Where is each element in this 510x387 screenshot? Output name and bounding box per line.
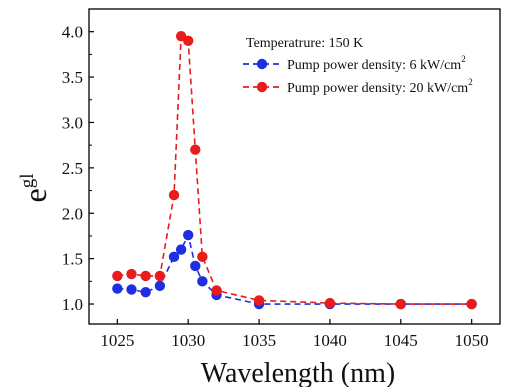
series-0 xyxy=(112,229,477,310)
legend-label-6kw-main: Pump power density: 6 kW/cm xyxy=(287,58,461,73)
legend-entry-20kw: Pump power density: 20 kW/cm2 xyxy=(243,77,473,96)
legend-label-20kw-sup: 2 xyxy=(468,77,473,87)
axis-ticks: 1025 1030 1035 1040 1045 1050 1.0 1.5 2.0 2.5 3.0 3… xyxy=(62,23,489,350)
data-point-1 xyxy=(253,295,265,306)
legend-entry-6kw: Pump power density: 6 kW/cm2 xyxy=(243,54,466,73)
data-point-1 xyxy=(183,35,194,46)
x-tick-label: 1045 xyxy=(384,331,418,350)
data-point-1 xyxy=(211,285,222,296)
temperature-annotation: Temperatrure: 150 K xyxy=(246,36,363,51)
x-axis-title: Wavelength (nm) xyxy=(201,358,395,387)
plot-marks xyxy=(112,31,477,310)
x-tick-label: 1050 xyxy=(455,331,489,350)
data-point-1 xyxy=(466,298,477,310)
data-point-1 xyxy=(140,270,151,282)
data-point-1 xyxy=(154,270,166,282)
series-line-0 xyxy=(117,232,472,305)
legend: Pump power density: 6 kW/cm2 Pump power … xyxy=(243,54,473,96)
y-axis-title: egl xyxy=(17,174,53,203)
series-line-1 xyxy=(117,34,472,305)
data-point-0 xyxy=(154,280,166,292)
legend-marker-6kw xyxy=(256,58,268,70)
y-tick-label: 2.5 xyxy=(62,159,83,178)
data-point-0 xyxy=(183,229,194,241)
data-point-0 xyxy=(190,260,201,272)
data-point-0 xyxy=(168,251,180,263)
data-point-0 xyxy=(175,244,187,255)
legend-label-6kw-sup: 2 xyxy=(461,54,466,64)
data-point-1 xyxy=(197,251,208,263)
legend-marker-20kw xyxy=(256,81,268,93)
data-point-1 xyxy=(112,270,123,282)
data-point-1 xyxy=(324,297,336,309)
x-tick-label: 1025 xyxy=(100,331,134,350)
x-tick-label: 1035 xyxy=(242,331,276,350)
legend-label-6kw: Pump power density: 6 kW/cm2 xyxy=(287,54,466,73)
series-1 xyxy=(112,31,477,310)
data-point-0 xyxy=(197,276,208,287)
data-point-1 xyxy=(190,144,201,155)
data-point-0 xyxy=(140,287,151,298)
y-tick-label: 3.5 xyxy=(62,68,83,87)
data-point-1 xyxy=(126,268,137,280)
y-tick-label: 1.5 xyxy=(62,250,83,269)
legend-label-20kw: Pump power density: 20 kW/cm2 xyxy=(287,77,473,96)
data-point-1 xyxy=(168,189,180,201)
data-point-0 xyxy=(112,283,123,294)
y-tick-label: 3.0 xyxy=(62,113,83,132)
x-tick-label: 1030 xyxy=(171,331,205,350)
data-point-0 xyxy=(126,284,137,295)
legend-label-20kw-main: Pump power density: 20 kW/cm xyxy=(287,81,468,96)
y-axis-title-sup: gl xyxy=(17,174,38,189)
x-tick-label: 1040 xyxy=(313,331,347,350)
y-tick-label: 4.0 xyxy=(62,23,83,42)
y-tick-label: 1.0 xyxy=(62,295,83,314)
data-point-1 xyxy=(395,298,406,310)
y-axis-title-base: e xyxy=(17,188,53,202)
plot-frame xyxy=(88,8,501,325)
y-tick-label: 2.0 xyxy=(62,204,83,223)
